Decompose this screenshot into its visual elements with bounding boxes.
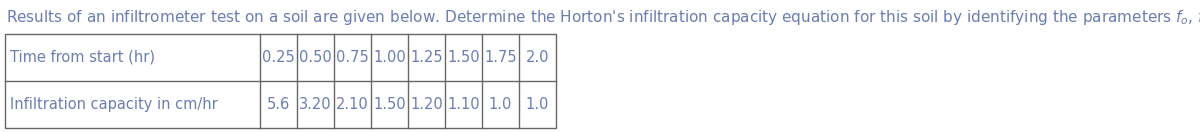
Text: 1.20: 1.20 — [410, 97, 443, 112]
Text: 1.0: 1.0 — [526, 97, 550, 112]
Text: 3.20: 3.20 — [299, 97, 332, 112]
Text: 1.75: 1.75 — [484, 50, 517, 65]
Text: 1.25: 1.25 — [410, 50, 443, 65]
Text: 1.10: 1.10 — [448, 97, 480, 112]
Text: 1.0: 1.0 — [488, 97, 512, 112]
Text: 0.25: 0.25 — [262, 50, 295, 65]
Text: 5.6: 5.6 — [266, 97, 290, 112]
Text: Infiltration capacity in cm/hr: Infiltration capacity in cm/hr — [10, 97, 217, 112]
Text: 2.0: 2.0 — [526, 50, 550, 65]
Text: 0.75: 0.75 — [336, 50, 368, 65]
Text: Results of an infiltrometer test on a soil are given below. Determine the Horton: Results of an infiltrometer test on a so… — [6, 8, 1200, 27]
Text: 1.50: 1.50 — [448, 50, 480, 65]
Text: 1.00: 1.00 — [373, 50, 406, 65]
Text: Time from start (hr): Time from start (hr) — [10, 50, 155, 65]
Text: 0.50: 0.50 — [299, 50, 332, 65]
Text: 1.50: 1.50 — [373, 97, 406, 112]
Text: 2.10: 2.10 — [336, 97, 368, 112]
